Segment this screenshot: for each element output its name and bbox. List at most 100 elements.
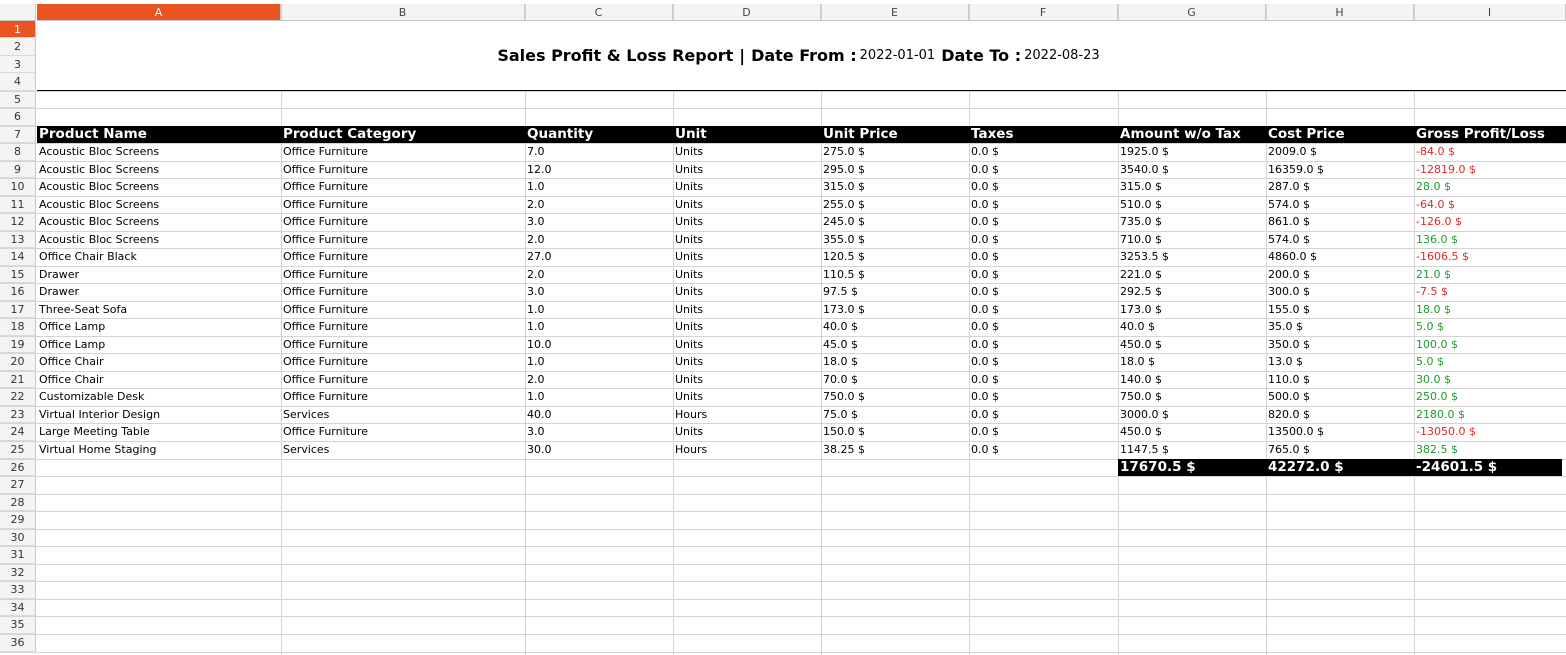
row-header-1[interactable]: 1	[0, 21, 36, 38]
table-cell[interactable]: 0.0 $	[971, 250, 999, 263]
table-cell[interactable]: 5.0 $	[1416, 320, 1444, 333]
table-cell[interactable]: Services	[283, 443, 330, 456]
table-cell[interactable]: -1606.5 $	[1416, 250, 1469, 263]
table-cell[interactable]: 2180.0 $	[1416, 408, 1465, 421]
table-cell[interactable]: 450.0 $	[1120, 425, 1162, 438]
table-cell[interactable]: 315.0 $	[1120, 180, 1162, 193]
column-header-c[interactable]: C	[525, 4, 673, 21]
table-cell[interactable]: 275.0 $	[823, 145, 865, 158]
table-cell[interactable]: 0.0 $	[971, 145, 999, 158]
row-header-6[interactable]: 6	[0, 108, 36, 126]
table-cell[interactable]: 250.0 $	[1416, 390, 1458, 403]
table-cell[interactable]: Units	[675, 320, 704, 333]
table-cell[interactable]: 0.0 $	[971, 408, 999, 421]
table-cell[interactable]: -13050.0 $	[1416, 425, 1476, 438]
table-cell[interactable]: Units	[675, 338, 704, 351]
report-title-cell[interactable]: Sales Profit & Loss Report | Date From :…	[37, 21, 1566, 91]
table-cell[interactable]: Units	[675, 373, 704, 386]
row-header-24[interactable]: 24	[0, 423, 36, 441]
table-cell[interactable]: Office Furniture	[283, 373, 368, 386]
row-header-29[interactable]: 29	[0, 511, 36, 529]
table-cell[interactable]: 27.0	[527, 250, 552, 263]
table-cell[interactable]: -64.0 $	[1416, 198, 1455, 211]
table-cell[interactable]: 136.0 $	[1416, 233, 1458, 246]
table-cell[interactable]: 510.0 $	[1120, 198, 1162, 211]
table-cell[interactable]: Units	[675, 425, 704, 438]
table-cell[interactable]: Office Chair	[39, 373, 104, 386]
table-cell[interactable]: 110.5 $	[823, 268, 865, 281]
table-cell[interactable]: Customizable Desk	[39, 390, 145, 403]
table-cell[interactable]: 861.0 $	[1268, 215, 1310, 228]
table-cell[interactable]: 2009.0 $	[1268, 145, 1317, 158]
row-header-14[interactable]: 14	[0, 248, 36, 266]
table-cell[interactable]: Office Furniture	[283, 180, 368, 193]
table-cell[interactable]: Virtual Home Staging	[39, 443, 157, 456]
table-cell[interactable]: 0.0 $	[971, 285, 999, 298]
table-cell[interactable]: 3000.0 $	[1120, 408, 1169, 421]
total-cell[interactable]: -24601.5 $	[1416, 459, 1498, 475]
table-cell[interactable]: Office Furniture	[283, 215, 368, 228]
row-header-2[interactable]: 2	[0, 38, 36, 56]
row-header-16[interactable]: 16	[0, 283, 36, 301]
table-cell[interactable]: 18.0 $	[823, 355, 858, 368]
table-cell[interactable]: 350.0 $	[1268, 338, 1310, 351]
table-cell[interactable]: 4860.0 $	[1268, 250, 1317, 263]
table-cell[interactable]: 3.0	[527, 425, 545, 438]
table-cell[interactable]: 2.0	[527, 233, 545, 246]
table-cell[interactable]: Acoustic Bloc Screens	[39, 233, 160, 246]
row-header-13[interactable]: 13	[0, 231, 36, 248]
table-cell[interactable]: 10.0	[527, 338, 552, 351]
table-cell[interactable]: Office Furniture	[283, 285, 368, 298]
table-cell[interactable]: 0.0 $	[971, 233, 999, 246]
row-header-26[interactable]: 26	[0, 459, 36, 476]
table-cell[interactable]: 255.0 $	[823, 198, 865, 211]
header-cell[interactable]: Product Category	[283, 126, 417, 142]
column-header-h[interactable]: H	[1266, 4, 1414, 21]
header-cell[interactable]: Taxes	[971, 126, 1014, 142]
table-cell[interactable]: Office Furniture	[283, 355, 368, 368]
table-cell[interactable]: 0.0 $	[971, 198, 999, 211]
table-cell[interactable]: Acoustic Bloc Screens	[39, 145, 160, 158]
table-cell[interactable]: 110.0 $	[1268, 373, 1310, 386]
table-cell[interactable]: 382.5 $	[1416, 443, 1458, 456]
table-cell[interactable]: 574.0 $	[1268, 198, 1310, 211]
header-cell[interactable]: Amount w/o Tax	[1120, 126, 1241, 142]
row-header-34[interactable]: 34	[0, 599, 36, 616]
table-cell[interactable]: Units	[675, 285, 704, 298]
table-cell[interactable]: 295.0 $	[823, 163, 865, 176]
table-cell[interactable]: Units	[675, 163, 704, 176]
table-cell[interactable]: 7.0	[527, 145, 545, 158]
table-cell[interactable]: 2.0	[527, 268, 545, 281]
table-cell[interactable]: 0.0 $	[971, 425, 999, 438]
table-cell[interactable]: Units	[675, 303, 704, 316]
table-cell[interactable]: 173.0 $	[1120, 303, 1162, 316]
table-cell[interactable]: 0.0 $	[971, 320, 999, 333]
row-header-10[interactable]: 10	[0, 178, 36, 196]
table-cell[interactable]: 97.5 $	[823, 285, 858, 298]
table-cell[interactable]: 75.0 $	[823, 408, 858, 421]
table-cell[interactable]: Three-Seat Sofa	[39, 303, 128, 316]
table-cell[interactable]: -7.5 $	[1416, 285, 1448, 298]
total-cell[interactable]: 42272.0 $	[1268, 459, 1344, 475]
table-cell[interactable]: Units	[675, 250, 704, 263]
table-cell[interactable]: Acoustic Bloc Screens	[39, 163, 160, 176]
table-cell[interactable]: Units	[675, 198, 704, 211]
row-header-18[interactable]: 18	[0, 318, 36, 336]
table-cell[interactable]: 500.0 $	[1268, 390, 1310, 403]
row-header-36[interactable]: 36	[0, 634, 36, 652]
row-header-4[interactable]: 4	[0, 73, 36, 91]
table-cell[interactable]: Office Furniture	[283, 425, 368, 438]
table-cell[interactable]: 28.0 $	[1416, 180, 1451, 193]
table-cell[interactable]: 574.0 $	[1268, 233, 1310, 246]
table-cell[interactable]: Hours	[675, 408, 708, 421]
row-header-5[interactable]: 5	[0, 91, 36, 108]
table-cell[interactable]: Office Lamp	[39, 338, 106, 351]
row-header-22[interactable]: 22	[0, 388, 36, 406]
table-cell[interactable]: 3.0	[527, 215, 545, 228]
row-header-33[interactable]: 33	[0, 581, 36, 599]
table-cell[interactable]: Office Furniture	[283, 320, 368, 333]
table-cell[interactable]: 18.0 $	[1416, 303, 1451, 316]
row-header-3[interactable]: 3	[0, 56, 36, 73]
table-cell[interactable]: 5.0 $	[1416, 355, 1444, 368]
